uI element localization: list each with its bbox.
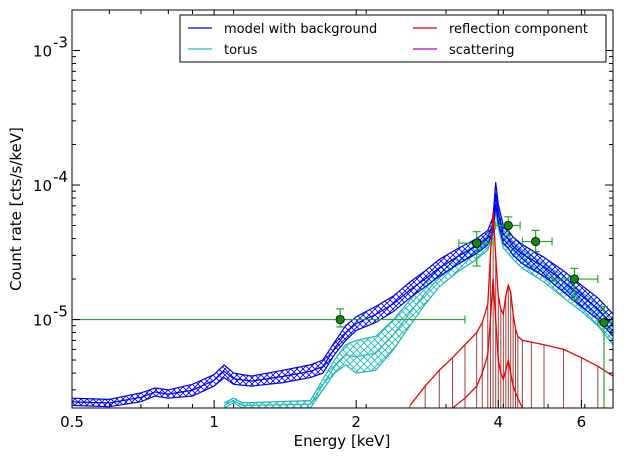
y-tick-label: 10 (33, 312, 52, 330)
legend-box (179, 14, 607, 63)
plot-frame (71, 9, 614, 409)
data-point (569, 274, 580, 284)
y-tick-exponent: -5 (53, 303, 68, 321)
legend-label: torus (224, 43, 258, 58)
x-tick-label: 2 (351, 413, 361, 431)
data-point (599, 317, 609, 328)
model-lower-line (72, 204, 613, 408)
y-tick-label: 10 (33, 42, 52, 60)
x-tick-label: 6 (577, 413, 587, 431)
y-axis-label: Count rate [cts/s/keV] (7, 127, 25, 291)
y-tick-exponent: -4 (53, 168, 68, 186)
data-point (472, 238, 482, 248)
y-tick-exponent: -3 (53, 33, 68, 51)
y-tick-label: 10 (33, 177, 52, 195)
torus-lower-line (223, 210, 613, 408)
legend: model with background reflection componen… (179, 14, 607, 63)
model-mid-line (72, 193, 613, 404)
axes: 0.5 1 2 4 610-510-410-3 (33, 9, 613, 431)
data-point (335, 314, 345, 325)
plot-area (72, 182, 613, 408)
model-upper-line (72, 182, 613, 401)
x-tick-label: 4 (494, 413, 504, 431)
model-band (72, 182, 613, 407)
x-axis-label: Energy [keV] (294, 432, 391, 450)
reflection-hatch (409, 212, 613, 408)
x-tick-label: 1 (209, 413, 219, 431)
data-point (531, 236, 541, 247)
data-points (72, 216, 613, 408)
legend-label: model with background (224, 22, 377, 37)
x-tick-label: 0.5 (60, 413, 84, 431)
legend-label: reflection component (449, 22, 588, 37)
reflection-line (409, 211, 613, 406)
data-point (503, 220, 513, 231)
legend-label: scattering (449, 43, 515, 58)
reflection-lower-line (452, 278, 523, 408)
